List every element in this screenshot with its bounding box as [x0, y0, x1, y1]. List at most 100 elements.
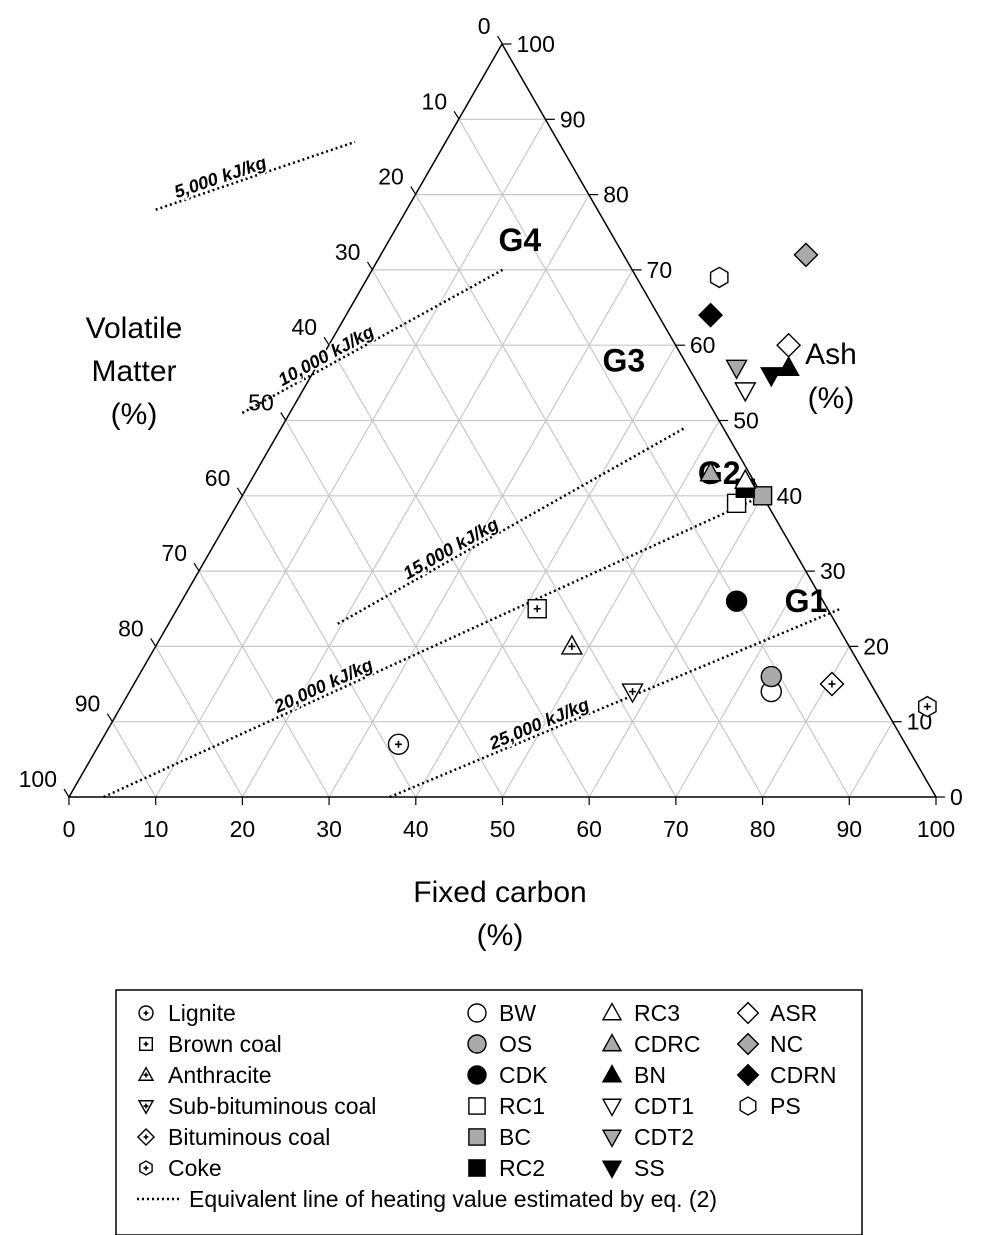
grid-vm-70 — [675, 570, 807, 798]
point-cdt1 — [734, 382, 757, 403]
tick-label-vm-90: 90 — [75, 691, 101, 717]
tick-label-vm-40: 40 — [292, 314, 318, 340]
point-bc — [752, 486, 773, 506]
point-rc3 — [734, 468, 757, 489]
grid-fc-70 — [371, 269, 677, 798]
legend-label-cdrc: CDRC — [634, 1031, 700, 1057]
isoline-label-0: 5,000 kJ/kg — [172, 152, 269, 202]
legend-label-cdt2: CDT2 — [634, 1124, 694, 1150]
legend-label-bn: BN — [634, 1062, 666, 1088]
tick-label-vm-20: 20 — [378, 164, 404, 190]
grid-fc-20 — [155, 646, 243, 798]
grid-vm-90 — [848, 721, 894, 798]
tick-mark-vm-50 — [280, 412, 287, 421]
point-ss — [760, 367, 783, 388]
point-nc — [793, 242, 819, 268]
point-ps — [709, 266, 729, 289]
legend-label-bc: BC — [499, 1124, 531, 1150]
legend-marker-bw — [467, 1003, 487, 1023]
group-label-g1: G1 — [785, 583, 828, 619]
tick-label-ash-70: 70 — [647, 257, 673, 283]
tick-label-ash-60: 60 — [690, 332, 716, 358]
left-axis-title-line-2: Matter — [91, 355, 176, 388]
legend-marker-cdrc — [601, 1033, 623, 1052]
axis-ticks: 0001010102020203030304040405050506060607… — [19, 13, 963, 842]
legend-label-rc3: RC3 — [634, 1000, 680, 1026]
tick-label-fc-0: 0 — [63, 816, 76, 842]
tick-label-ash-20: 20 — [863, 633, 889, 659]
legend-label-lignite: Lignite — [168, 1000, 236, 1026]
tick-label-ash-90: 90 — [560, 106, 586, 132]
legend-label-ps: PS — [770, 1093, 801, 1119]
tick-mark-vm-10 — [453, 110, 460, 120]
legend-marker-cdk — [467, 1065, 487, 1085]
tick-label-ash-40: 40 — [777, 483, 803, 509]
bottom-axis-title-line-2: (%) — [477, 919, 524, 952]
tick-label-ash-0: 0 — [950, 784, 963, 810]
legend-label-isoline: Equivalent line of heating value estimat… — [189, 1186, 717, 1212]
isoline-label-4: 25,000 kJ/kg — [485, 694, 592, 754]
grid-fc-10 — [111, 721, 157, 798]
legend-box — [115, 989, 863, 1235]
tick-label-ash-80: 80 — [603, 182, 629, 208]
legend-marker-nc — [736, 1032, 760, 1056]
legend-label-nc: NC — [770, 1031, 803, 1057]
legend-label-rc1: RC1 — [499, 1093, 545, 1119]
legend-label-cdk: CDK — [499, 1062, 548, 1088]
tick-label-vm-0: 0 — [478, 13, 491, 39]
isoline-1 — [241, 268, 504, 415]
point-cdrc — [699, 461, 722, 482]
legend-marker-rc1 — [468, 1097, 486, 1115]
grid-fc-30 — [198, 570, 330, 798]
legend-label-ss: SS — [634, 1155, 665, 1181]
legend-marker-cdt1 — [601, 1098, 623, 1117]
tick-label-fc-80: 80 — [750, 816, 776, 842]
legend-label-os: OS — [499, 1031, 532, 1057]
legend: Lignite Brown coal Anthracite Sub-bituminou… — [115, 989, 863, 1235]
group-label-g3: G3 — [603, 342, 646, 378]
legend-entries: Lignite Brown coal Anthracite Sub-bituminou… — [136, 1000, 836, 1212]
grid-fc-80 — [415, 194, 764, 798]
isoline-0 — [155, 140, 356, 211]
tick-label-vm-80: 80 — [118, 615, 144, 641]
group-label-g4: G4 — [498, 222, 541, 258]
legend-label-sub-bituminous-coal: Sub-bituminous coal — [168, 1093, 376, 1119]
legend-label-brown-coal: Brown coal — [168, 1031, 282, 1057]
tick-label-fc-100: 100 — [917, 816, 955, 842]
grid-fc-50 — [285, 420, 504, 798]
isoline-label-1: 10,000 kJ/kg — [275, 321, 378, 390]
tick-label-fc-30: 30 — [316, 816, 342, 842]
tick-label-ash-100: 100 — [517, 31, 555, 57]
tick-mark-vm-40 — [323, 336, 330, 346]
legend-marker-ps — [739, 1096, 757, 1116]
legend-label-rc2: RC2 — [499, 1155, 545, 1181]
tick-label-ash-50: 50 — [733, 408, 759, 434]
tick-label-fc-90: 90 — [837, 816, 863, 842]
point-os — [760, 665, 782, 688]
tick-mark-vm-100 — [63, 788, 70, 798]
legend-label-cdt1: CDT1 — [634, 1093, 694, 1119]
ternary-grid — [111, 118, 894, 798]
legend-label-asr: ASR — [770, 1000, 817, 1026]
grid-fc-90 — [458, 119, 850, 798]
isoline-2 — [337, 426, 686, 625]
legend-marker-bc — [468, 1128, 486, 1146]
tick-label-fc-40: 40 — [403, 816, 429, 842]
tick-mark-vm-60 — [236, 487, 243, 497]
tick-label-ash-30: 30 — [820, 558, 846, 584]
left-axis-title-line-1: Volatile — [86, 312, 183, 345]
data-points — [387, 242, 937, 755]
legend-marker-cdt2 — [601, 1129, 623, 1148]
point-asr — [776, 332, 802, 358]
tick-label-fc-70: 70 — [663, 816, 689, 842]
legend-label-cdrn: CDRN — [770, 1062, 836, 1088]
axis-titles: Volatile Matter (%) Ash (%) Fixed carbon… — [86, 312, 857, 952]
grid-vm-30 — [328, 269, 634, 798]
left-axis-title-line-3: (%) — [111, 398, 158, 431]
point-cdrn — [698, 302, 724, 328]
tick-mark-vm-20 — [410, 186, 417, 195]
legend-marker-ss — [601, 1160, 623, 1179]
grid-vm-10 — [155, 119, 547, 798]
point-bn — [777, 355, 800, 376]
